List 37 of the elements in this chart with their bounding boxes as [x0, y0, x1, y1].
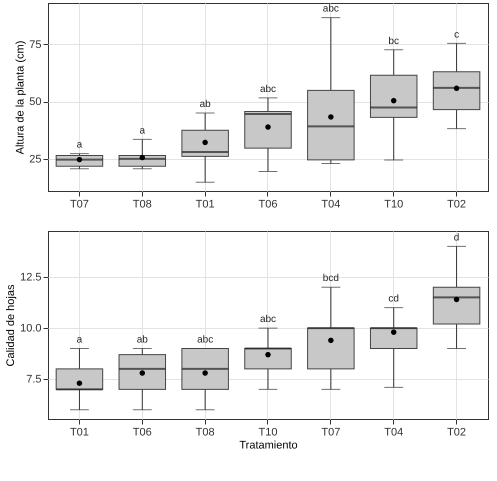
x-tick-label: T04 [384, 426, 404, 438]
x-tick-label: T02 [447, 198, 466, 210]
y-tick-label: 12.5 [20, 271, 42, 284]
x-tick-label: T01 [196, 198, 215, 210]
x-tick-label: T01 [70, 426, 89, 438]
annotation: abc [197, 334, 214, 346]
annotation: d [454, 232, 460, 244]
x-tick-label: T10 [258, 426, 278, 438]
y-tick-label: 50 [29, 96, 42, 108]
y-tick-label: 7.5 [26, 374, 42, 386]
x-tick-label: T04 [321, 198, 340, 210]
annotation: a [76, 140, 83, 151]
x-tick-label: T07 [321, 426, 340, 438]
annotation: ab [200, 99, 212, 110]
annotation: bc [388, 36, 399, 47]
annotation: ab [136, 334, 148, 346]
x-tick-label: T10 [384, 198, 404, 210]
annotation: abc [322, 4, 339, 15]
y-tick-label: 10.0 [20, 322, 42, 335]
y-axis-title: Altura de la planta (cm) [14, 40, 26, 154]
annotation: a [76, 334, 83, 346]
y-tick-label: 75 [29, 38, 42, 51]
annotation: abc [260, 84, 276, 95]
x-tick-label: T08 [132, 198, 152, 210]
annotation: c [454, 29, 460, 40]
x-tick-label: T06 [132, 426, 152, 438]
x-axis-title: Tratamiento [239, 440, 298, 452]
x-tick-label: T07 [70, 198, 89, 210]
x-tick-label: T06 [258, 198, 278, 210]
annotation: bcd [322, 273, 339, 284]
annotation: cd [388, 294, 399, 305]
y-tick-label: 25 [29, 153, 42, 166]
annotation: abc [260, 314, 276, 326]
x-tick-label: T02 [447, 426, 466, 438]
x-tick-label: T08 [196, 426, 215, 438]
annotation: a [140, 125, 146, 136]
y-axis-title: Calidad de hojas [5, 284, 18, 366]
